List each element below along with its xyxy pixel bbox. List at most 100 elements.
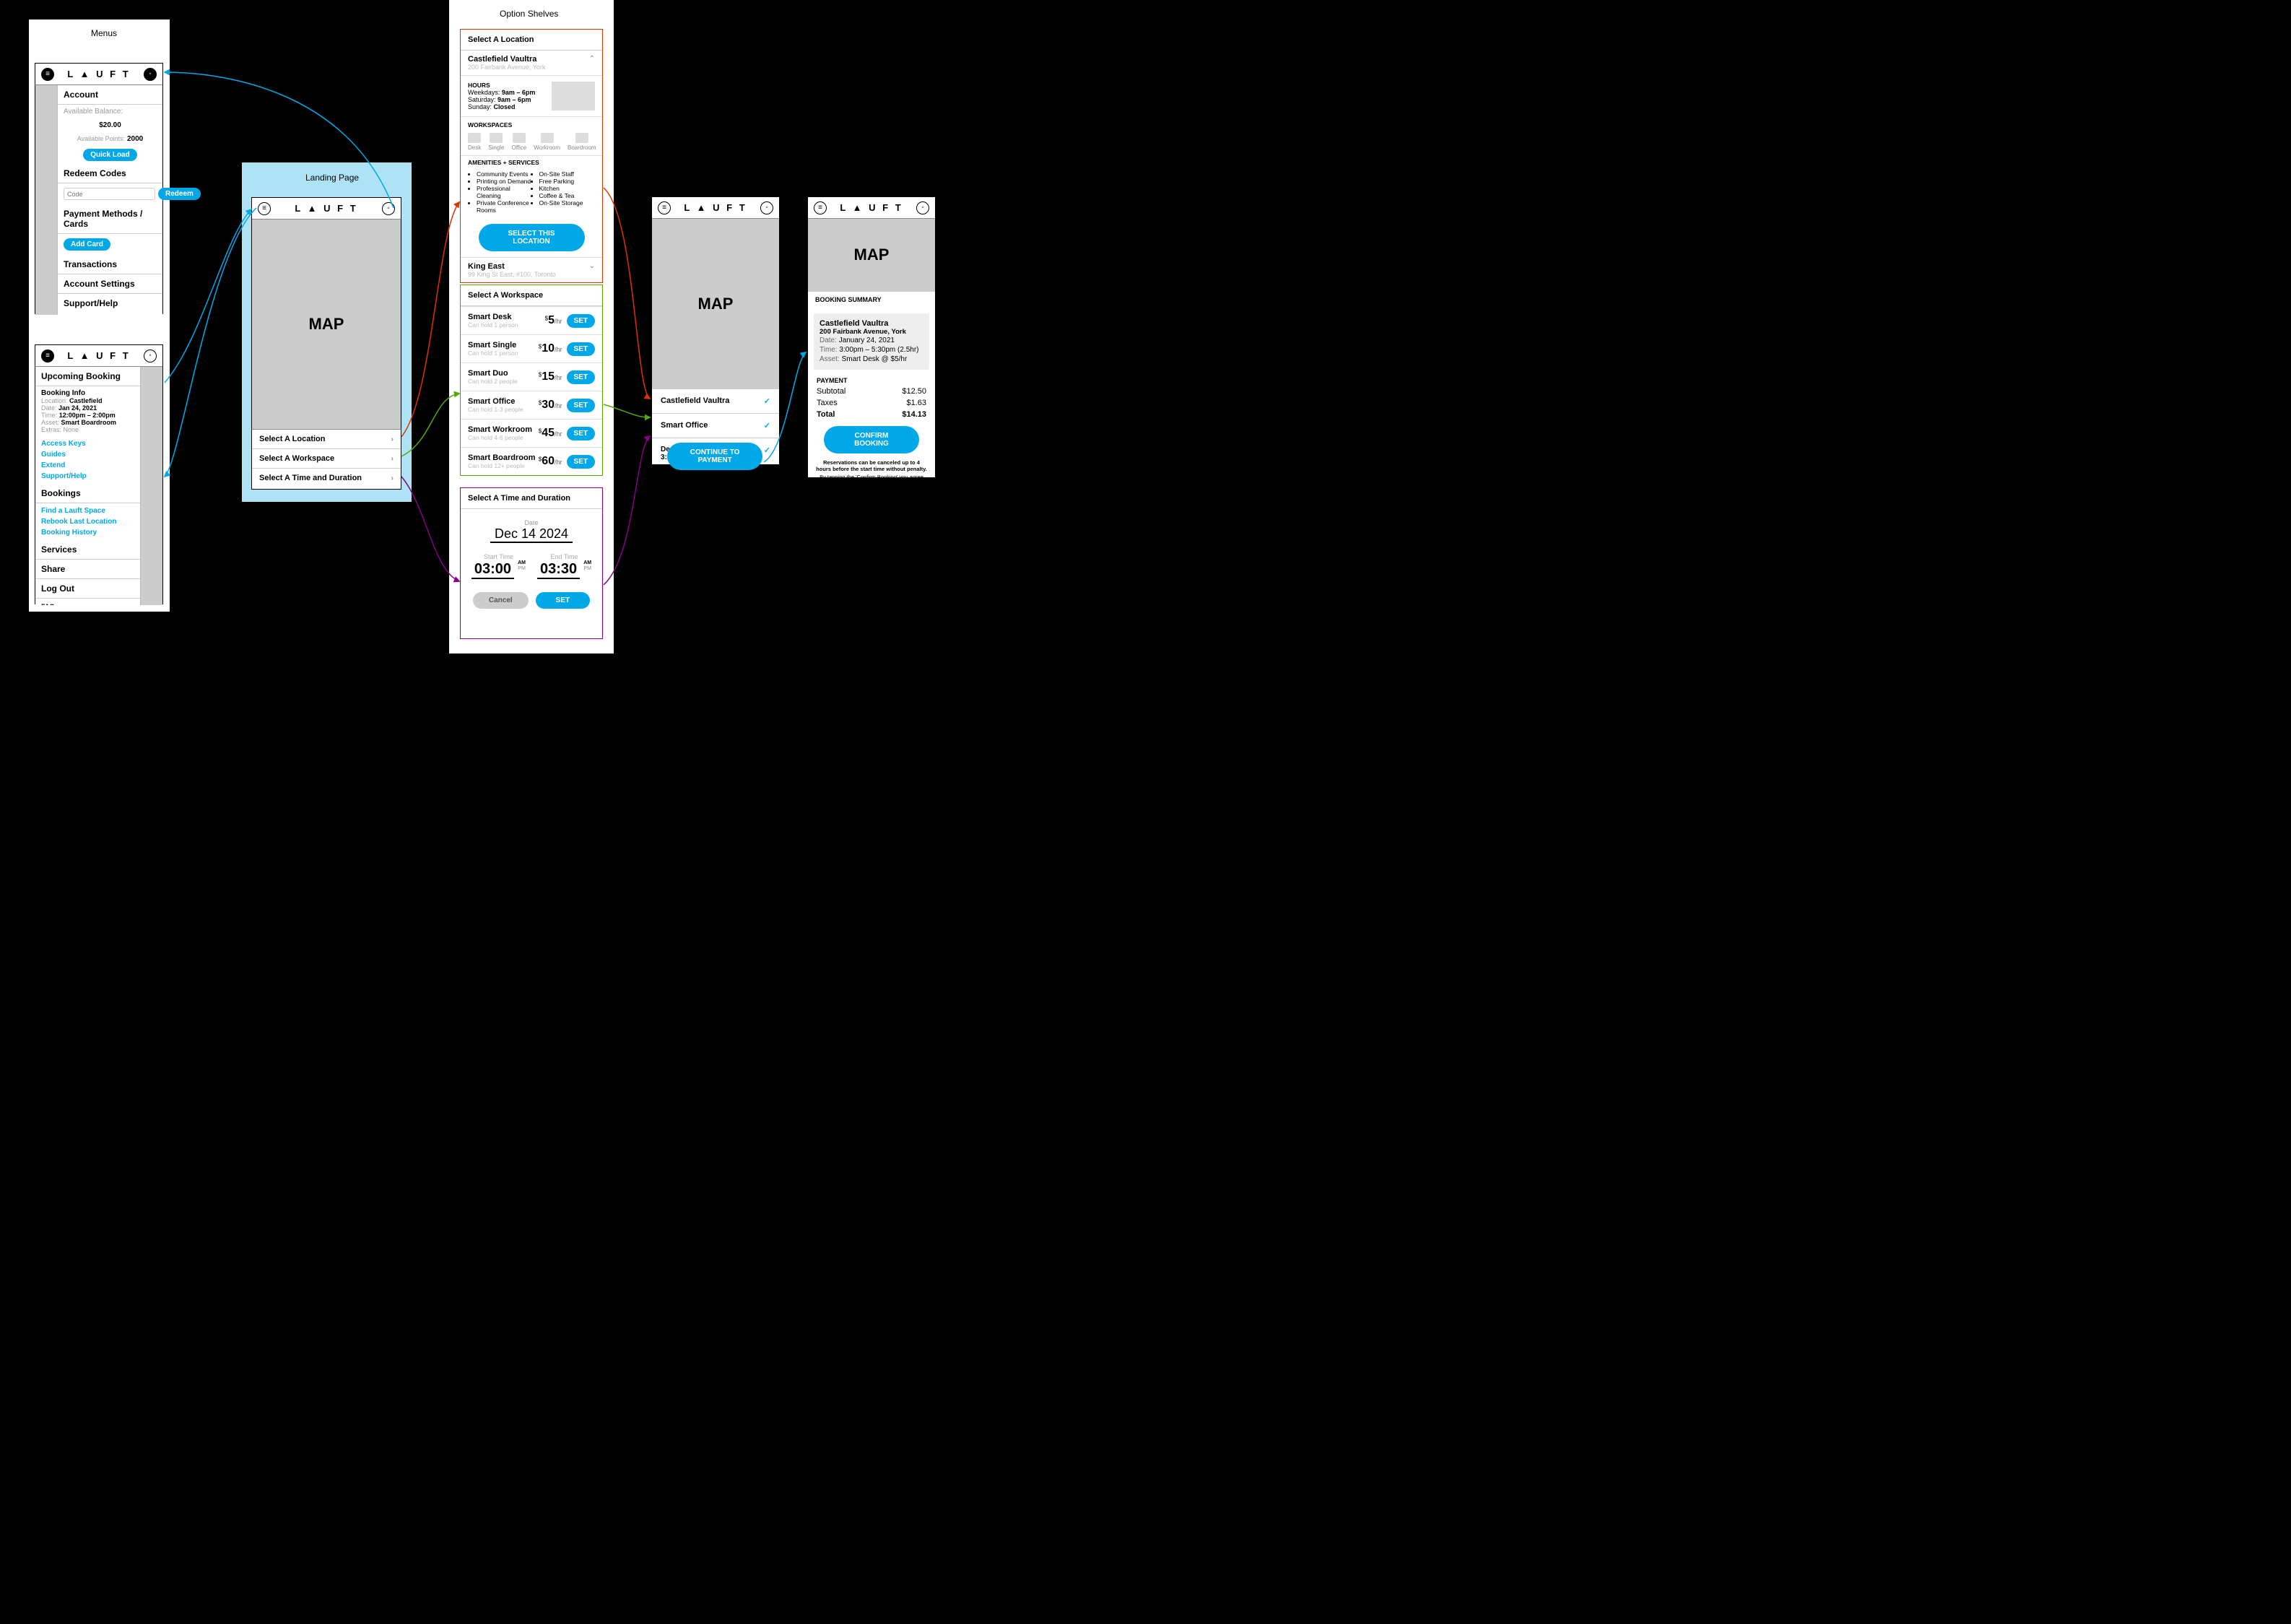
continue-button[interactable]: CONTINUE TO PAYMENT [667, 443, 762, 470]
loc-addr: 200 Fairbank Avenue, York [468, 64, 545, 71]
hamburger-icon[interactable]: ≡ [814, 201, 827, 214]
workspace-row: Smart DeskCan hold 1 person$5/hrSET [461, 306, 602, 334]
lauft-logo: L ▲ U F T [67, 69, 130, 79]
payment-methods-title[interactable]: Payment Methods / Cards [58, 204, 162, 234]
footer-links: FAQTerms of UsePrivacy Policy [35, 599, 140, 605]
phone-landing: ≡ L ▲ U F T ◦ MAP Select A Location›Sele… [251, 197, 401, 490]
phone-header: ≡ L ▲ U F T ◦ [808, 197, 935, 219]
set-button[interactable]: SET [567, 427, 595, 440]
set-button[interactable]: SET [567, 314, 595, 328]
end-time-input[interactable]: 03:30 [537, 561, 580, 579]
lauft-logo: L ▲ U F T [684, 202, 747, 213]
booking-info-h: Booking Info [41, 389, 134, 397]
time-card: Select A Time and Duration Date Dec 14 2… [460, 487, 603, 639]
lauft-logo: L ▲ U F T [67, 350, 130, 361]
hamburger-icon[interactable]: ≡ [41, 68, 54, 81]
landing-map[interactable]: MAP [252, 220, 401, 429]
workspace-type-icon: Boardroom [568, 133, 596, 151]
workspace-icons: DeskSingleOfficeWorkroomBoardroom [461, 129, 602, 155]
transactions-row[interactable]: Transactions [58, 255, 162, 274]
summary-card: Castlefield Vaultra 200 Fairbank Avenue,… [814, 313, 929, 370]
lauft-logo: L ▲ U F T [295, 203, 357, 214]
chevron-down-icon[interactable]: ⌄ [589, 262, 595, 278]
hamburger-icon[interactable]: ≡ [258, 202, 271, 215]
phone-header: ≡ L ▲ U F T ◦ [252, 198, 401, 220]
loc2-name: King East [468, 262, 556, 271]
landing-option-row[interactable]: Select A Workspace› [252, 448, 401, 468]
summary-map[interactable]: MAP [808, 219, 935, 291]
confirm-ws-row[interactable]: Smart Office✓ [652, 413, 779, 438]
workspace-card: Select A Workspace Smart DeskCan hold 1 … [460, 285, 603, 476]
user-icon[interactable]: ◦ [382, 202, 395, 215]
logout-row[interactable]: Log Out [35, 579, 140, 599]
check-icon: ✓ [764, 446, 770, 461]
balance-label: Available Balance: [58, 105, 162, 118]
redeem-title: Redeem Codes [58, 164, 162, 183]
landing-label: Landing Page [305, 173, 359, 183]
select-location-button[interactable]: SELECT THIS LOCATION [479, 224, 585, 251]
workspace-row: Smart BoardroomCan hold 12+ people$60/hr… [461, 447, 602, 475]
points-value: 2000 [127, 135, 143, 143]
workspace-type-icon: Workroom [534, 133, 560, 151]
workspace-type-icon: Desk [468, 133, 481, 151]
cancel-button[interactable]: Cancel [473, 592, 529, 609]
quickload-button[interactable]: Quick Load [83, 149, 136, 161]
user-icon[interactable]: ◦ [144, 349, 157, 362]
shelves-group: Option Shelves Select A Location Castlef… [449, 0, 614, 653]
set-button[interactable]: SET [567, 399, 595, 412]
set-button[interactable]: SET [567, 455, 595, 469]
add-card-button[interactable]: Add Card [64, 238, 110, 251]
location-title: Select A Location [461, 30, 602, 51]
user-icon[interactable]: ◦ [760, 201, 773, 214]
menu-link[interactable]: Rebook Last Location [41, 516, 134, 527]
confirm-booking-button[interactable]: CONFIRM BOOKING [824, 426, 919, 453]
landing-option-row[interactable]: Select A Location› [252, 429, 401, 448]
menu-link[interactable]: Guides [41, 449, 134, 460]
landing-option-row[interactable]: Select A Time and Duration› [252, 468, 401, 487]
shelves-label: Option Shelves [500, 9, 558, 19]
phone-header: ≡ L ▲ U F T ◦ [35, 345, 162, 367]
workspace-row: Smart SingleCan hold 1 person$10/hrSET [461, 334, 602, 362]
check-icon: ✓ [764, 421, 770, 430]
phone-account-menu: ≡ L ▲ U F T ◦ Account Available Balance:… [35, 63, 163, 314]
bookings-links: Find a Lauft SpaceRebook Last LocationBo… [35, 503, 140, 540]
services-row[interactable]: Services [35, 540, 140, 560]
set-button[interactable]: SET [536, 592, 590, 609]
code-input[interactable] [64, 188, 155, 200]
check-icon: ✓ [764, 396, 770, 406]
account-title: Account [58, 85, 162, 105]
support-row[interactable]: Support/Help [58, 294, 162, 313]
phone-left-menu: ≡ L ▲ U F T ◦ Upcoming Booking Booking I… [35, 344, 163, 604]
footer-link[interactable]: FAQ [41, 602, 134, 605]
menu-link[interactable]: Find a Lauft Space [41, 505, 134, 516]
user-icon[interactable]: ◦ [144, 68, 157, 81]
workspace-row: Smart OfficeCan hold 1-3 people$30/hrSET [461, 391, 602, 419]
summary-h: BOOKING SUMMARY [808, 291, 935, 308]
date-input[interactable]: Dec 14 2024 [490, 526, 573, 543]
workspace-row: Smart DuoCan hold 2 people$15/hrSET [461, 362, 602, 391]
confirm-map[interactable]: MAP [652, 219, 779, 388]
menu-link[interactable]: Booking History [41, 527, 134, 538]
set-button[interactable]: SET [567, 342, 595, 356]
landing-group: Landing Page ≡ L ▲ U F T ◦ MAP Select A … [242, 162, 412, 502]
menu-link[interactable]: Access Keys [41, 438, 134, 449]
hours-block: HOURS Weekdays: 9am – 6pmSaturday: 9am –… [461, 76, 602, 117]
share-row[interactable]: Share [35, 560, 140, 579]
settings-row[interactable]: Account Settings [58, 274, 162, 294]
user-icon[interactable]: ◦ [916, 201, 929, 214]
start-time-input[interactable]: 03:00 [471, 561, 514, 579]
menus-label: Menus [87, 24, 121, 43]
menus-group: Menus ≡ L ▲ U F T ◦ Account Available Ba… [29, 19, 170, 612]
confirm-loc-row[interactable]: Castlefield Vaultra✓ [652, 388, 779, 413]
redeem-button[interactable]: Redeem [158, 188, 201, 200]
hamburger-icon[interactable]: ≡ [41, 349, 54, 362]
chevron-up-icon[interactable]: ⌃ [589, 55, 595, 71]
menu-link[interactable]: Extend [41, 460, 134, 471]
menu-link[interactable]: Support/Help [41, 471, 134, 482]
hamburger-icon[interactable]: ≡ [658, 201, 671, 214]
points-label: Available Points: [77, 135, 125, 142]
upcoming-title: Upcoming Booking [35, 367, 140, 386]
phone-summary: ≡ L ▲ U F T ◦ MAP BOOKING SUMMARY Castle… [807, 196, 936, 478]
set-button[interactable]: SET [567, 370, 595, 384]
loc2-addr: 99 King St East, #100, Toronto [468, 271, 556, 278]
